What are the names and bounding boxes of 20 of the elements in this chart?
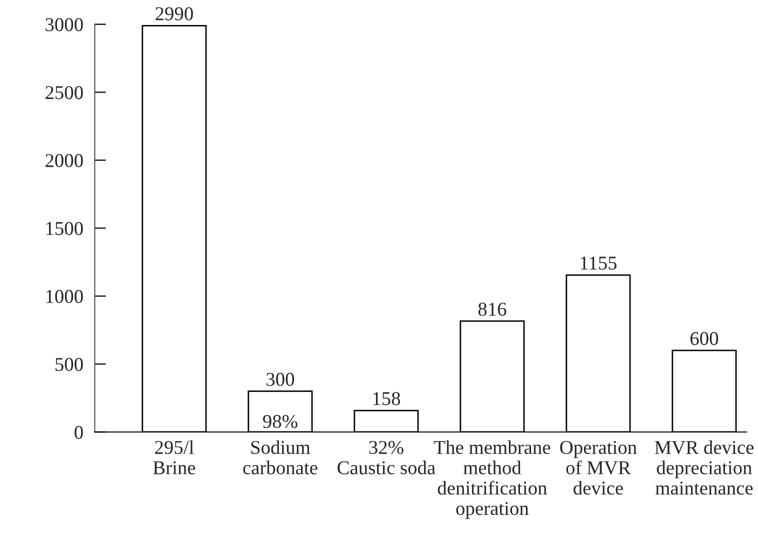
data-label: 600 (690, 332, 718, 346)
x-tick-label: Sodium carbonate (243, 440, 318, 474)
y-tick-label: 1500 (46, 222, 83, 236)
y-tick-label: 1000 (46, 290, 83, 304)
y-tick-label: 2500 (46, 86, 83, 100)
x-tick-label: 295/l Brine (153, 440, 196, 474)
y-tick-label: 0 (74, 426, 83, 439)
y-tick-label: 500 (56, 358, 83, 371)
x-tick-label: Operation of MVR device (560, 440, 637, 495)
data-label: 158 (373, 392, 400, 406)
x-tick-label: 32% Caustic soda (338, 440, 436, 474)
data-label: 816 (478, 302, 506, 316)
data-label: 2990 (156, 7, 193, 20)
x-tick-label: The membrane method denitrification operation (434, 440, 550, 519)
y-tick-label: 2000 (46, 154, 83, 168)
data-label: 1155 (580, 256, 617, 270)
data-label: 300 (266, 372, 294, 386)
annotation: 98% (263, 414, 298, 428)
y-tick-label: 3000 (46, 18, 83, 32)
x-tick-label: MVR device depreciation maintenance (654, 440, 754, 495)
